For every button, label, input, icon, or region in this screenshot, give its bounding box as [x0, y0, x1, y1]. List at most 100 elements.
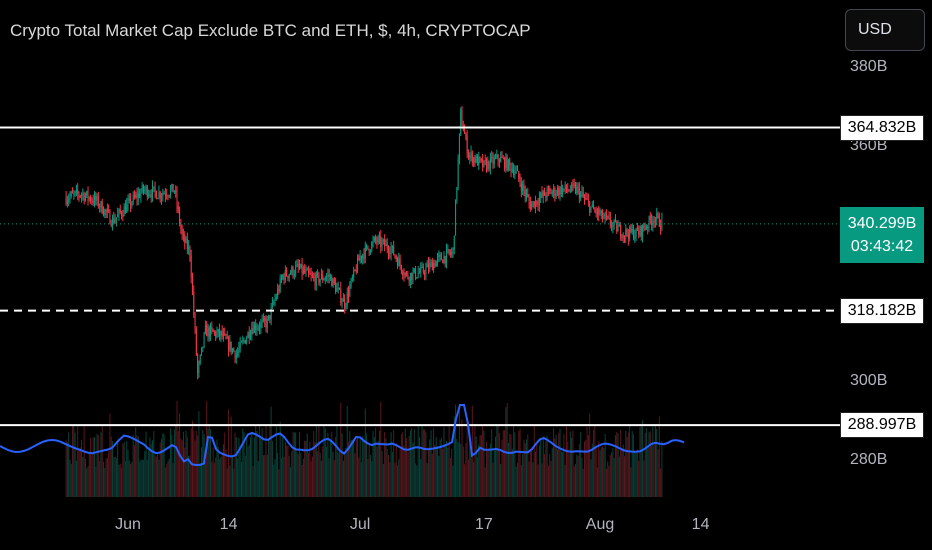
volume-bar: [556, 449, 558, 497]
candle-body: [425, 267, 427, 275]
volume-bar: [128, 460, 130, 497]
candle-body: [582, 192, 584, 197]
volume-bar: [636, 449, 638, 497]
candle-body: [535, 200, 537, 208]
candle-body: [375, 237, 377, 241]
candle-body: [581, 192, 583, 194]
candle-body: [182, 234, 184, 236]
volume-bar: [571, 437, 573, 497]
candle-body: [311, 275, 313, 277]
candle-body: [488, 161, 490, 169]
candle-body: [500, 156, 502, 162]
volume-bar: [268, 440, 270, 497]
volume-bar: [633, 434, 635, 497]
candle-body: [600, 210, 602, 214]
volume-bar: [310, 460, 312, 497]
candle-body: [470, 152, 472, 156]
candle-body: [492, 157, 494, 164]
candle-body: [440, 254, 442, 260]
volume-bar: [226, 468, 228, 497]
volume-bar: [364, 408, 366, 497]
candle-body: [658, 215, 660, 227]
candle-body: [121, 212, 123, 216]
candle-body: [300, 263, 302, 269]
candle-body: [616, 221, 618, 232]
candle-body: [362, 254, 364, 259]
candle-body: [106, 209, 108, 212]
candle-body: [551, 192, 553, 195]
candle-body: [319, 279, 321, 283]
volume-bar: [317, 451, 319, 497]
volume-bar: [435, 437, 437, 497]
candle-body: [626, 229, 628, 235]
volume-bar: [568, 453, 570, 497]
candle-body: [634, 235, 636, 239]
x-tick-label: 14: [219, 516, 238, 533]
volume-bar: [95, 466, 97, 497]
volume-bar: [244, 455, 246, 497]
candle-body: [618, 225, 620, 227]
candle-body: [465, 133, 467, 137]
candle-body: [149, 194, 151, 196]
horizontal-levels[interactable]: [0, 126, 840, 427]
candle-body: [349, 286, 351, 297]
candle-body: [207, 327, 209, 337]
candle-body: [573, 184, 575, 186]
volume-bar: [647, 448, 649, 497]
volume-bar: [323, 425, 325, 497]
candle-body: [304, 269, 306, 273]
candle-body: [288, 274, 290, 278]
candle-body: [124, 206, 126, 213]
volume-bar: [146, 459, 148, 497]
volume-bar: [395, 443, 397, 497]
candle-body: [110, 223, 112, 226]
currency-button[interactable]: USD: [845, 9, 925, 51]
volume-bar: [420, 459, 422, 497]
volume-bar: [357, 436, 359, 497]
candle-body: [104, 209, 106, 215]
candle-body: [231, 348, 233, 352]
volume-bar: [600, 447, 602, 497]
volume-bar: [577, 455, 579, 497]
volume-bar: [578, 443, 580, 497]
candle-body: [476, 155, 478, 166]
candle-body: [427, 263, 429, 270]
volume-bar: [257, 461, 259, 497]
candle-body: [385, 243, 387, 247]
candle-body: [553, 187, 555, 193]
volume-bar: [440, 437, 442, 497]
volume-bar: [529, 449, 531, 497]
volume-bar: [622, 444, 624, 497]
volume-bar: [562, 451, 564, 497]
volume-bar: [265, 425, 267, 497]
volume-bar: [573, 466, 575, 497]
candle-body: [229, 341, 231, 351]
volume-bar: [390, 432, 392, 497]
candle-body: [253, 324, 255, 333]
volume-bar: [132, 434, 134, 497]
candle-body: [320, 274, 322, 280]
volume-bar: [380, 401, 382, 497]
volume-bar: [145, 431, 147, 497]
candle-body: [150, 194, 152, 197]
volume-bar: [255, 424, 257, 497]
volume-bar: [153, 431, 155, 497]
candle-body: [211, 326, 213, 330]
candle-body: [128, 198, 130, 201]
candle-body: [571, 183, 573, 191]
candle-body: [109, 211, 111, 224]
candle-body: [220, 331, 222, 336]
candle-body: [135, 194, 137, 198]
volume-bar: [488, 448, 490, 497]
volume-bar: [569, 431, 571, 497]
volume-bar: [154, 455, 156, 497]
volume-bar: [341, 433, 343, 497]
volume-bar: [66, 442, 68, 497]
volume-bar: [427, 447, 429, 497]
candle-body: [345, 304, 347, 309]
candle-body: [323, 279, 325, 281]
candle-body: [97, 195, 99, 207]
volume-bar: [616, 431, 618, 497]
candle-body: [261, 320, 263, 323]
